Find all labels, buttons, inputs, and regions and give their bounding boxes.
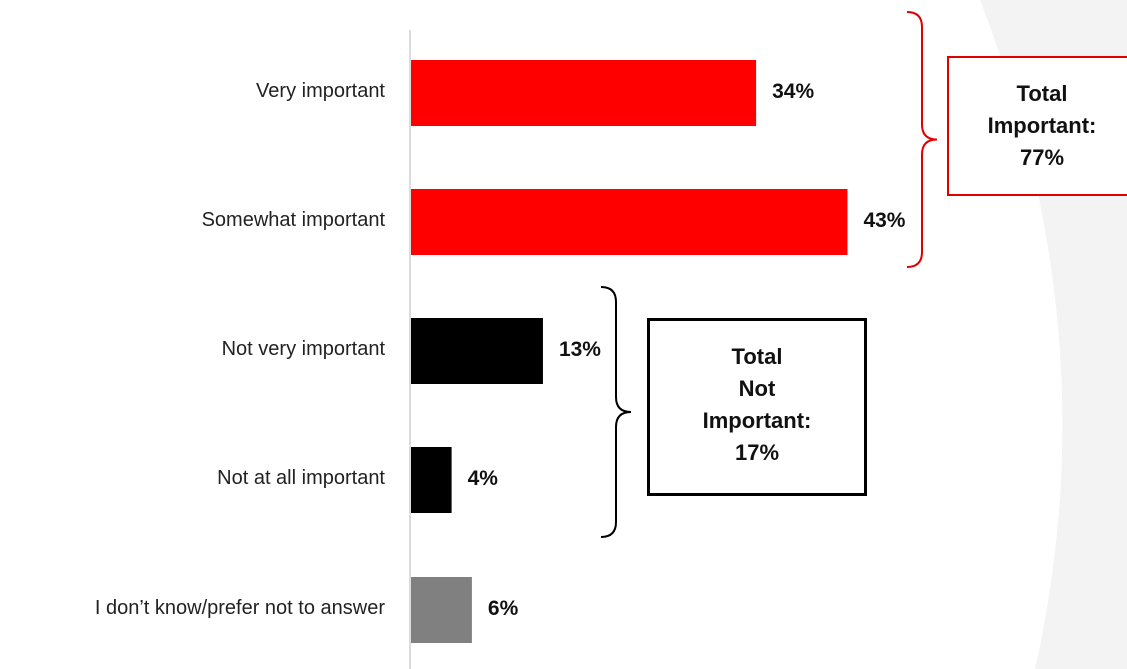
value-label-1: 43% [863, 209, 906, 232]
total-not-important-box: Total Not Important: 17% [647, 318, 867, 496]
bar-4 [411, 577, 472, 643]
category-label-1: Somewhat important [201, 209, 385, 231]
total-important-line-2: 77% [1019, 145, 1065, 170]
value-label-0: 34% [772, 80, 815, 103]
bar-3 [411, 447, 452, 513]
value-label-3: 4% [467, 467, 498, 490]
total-not-important-line-0: Total [731, 344, 783, 369]
brace-total-not-important [600, 286, 632, 538]
category-label-0: Very important [256, 80, 385, 102]
value-label-4: 6% [487, 597, 519, 620]
brace-total-important [906, 11, 938, 268]
category-label-3: Not at all important [217, 467, 385, 489]
bar-0 [411, 60, 757, 126]
total-important-box: Total Important: 77% [947, 56, 1127, 196]
total-not-important-line-3: 17% [734, 440, 780, 465]
bar-2 [411, 318, 543, 384]
bar-1 [411, 189, 848, 255]
value-label-2: 13% [558, 338, 601, 361]
total-not-important-line-1: Not [738, 376, 776, 401]
total-important-line-0: Total [1016, 81, 1068, 106]
category-label-4: I don’t know/prefer not to answer [94, 597, 385, 619]
total-not-important-line-2: Important: [702, 408, 812, 433]
category-label-2: Not very important [221, 338, 385, 360]
total-important-line-1: Important: [987, 113, 1097, 138]
